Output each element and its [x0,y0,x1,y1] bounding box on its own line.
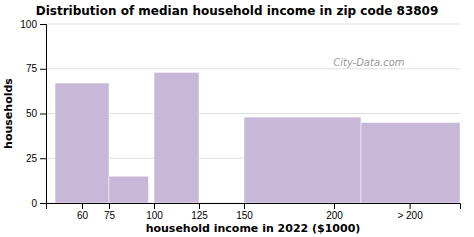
tick-label: 200 [326,210,343,221]
y-axis-title: households [2,78,15,149]
tick-label: 125 [191,210,208,221]
y-axis: 0 25 50 75 100 [20,19,46,209]
tick: 125 [191,203,208,221]
bars [55,72,460,203]
chart: 60 75 100 125 150 200 > 200 0 25 50 75 100 City-Data… [0,0,474,237]
tick-label: 0 [31,198,37,209]
tick-label: 100 [20,19,37,30]
tick-mark [40,24,46,25]
tick: 0 [31,198,46,209]
bar [55,83,109,203]
tick-label: 25 [26,153,38,164]
tick-mark [109,203,110,209]
tick: > 200 [397,203,423,221]
annotation: City-Data.com [333,57,405,68]
tick-label: 100 [146,210,163,221]
tick-mark [154,203,155,209]
grid [46,24,460,203]
title: Distribution of median household income … [36,4,439,18]
bar [361,122,460,203]
axis-line [47,204,461,210]
bar [154,72,199,203]
tick-mark [334,203,335,209]
tick-mark [40,203,46,204]
axis-line [40,25,47,204]
tick-mark [82,203,83,209]
tick: 150 [236,203,253,221]
tick: 75 [26,63,46,74]
tick-label: 75 [26,63,38,74]
bar [109,176,149,203]
tick-mark [244,203,245,209]
tick-label: 75 [104,210,116,221]
tick-mark [40,114,46,115]
tick-label: 150 [236,210,253,221]
tick-label: 50 [26,108,38,119]
bar [244,117,361,203]
grid-line [46,68,460,69]
tick-mark [40,69,46,70]
tick: 100 [146,203,163,221]
tick: 75 [104,203,116,221]
x-axis-title: household income in 2022 ($1000) [146,222,361,235]
tick: 60 [77,203,89,221]
tick-label: 60 [77,210,89,221]
tick-mark [199,203,200,209]
plot-area: 60 75 100 125 150 200 > 200 0 25 50 75 100 City-Data… [20,19,460,221]
tick: 50 [26,108,46,119]
tick-mark [410,203,411,209]
grid-line [46,24,460,25]
tick: 25 [26,153,46,164]
tick-label: > 200 [397,210,423,221]
x-axis: 60 75 100 125 150 200 > 200 [47,203,461,221]
tick: 200 [326,203,343,221]
tick-mark [40,158,46,159]
tick: 100 [20,19,46,30]
